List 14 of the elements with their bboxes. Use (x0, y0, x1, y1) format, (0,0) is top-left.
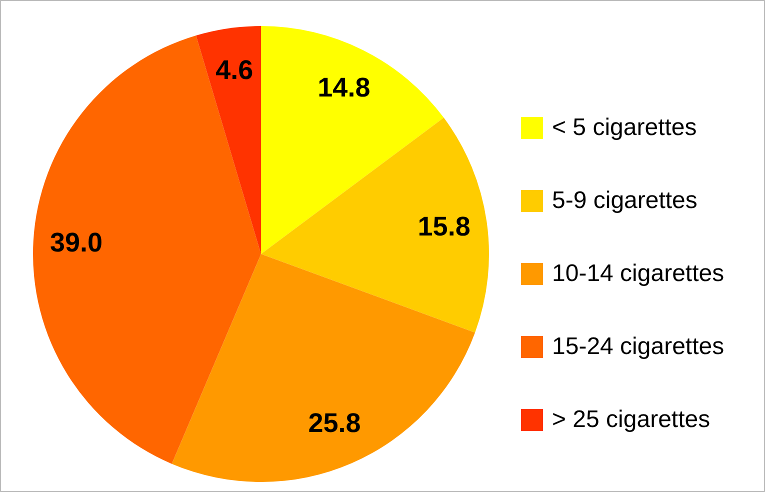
pie-slice (196, 26, 261, 254)
data-label: 39.0 (50, 228, 103, 258)
legend-label: < 5 cigarettes (552, 114, 697, 141)
data-label: 25.8 (308, 408, 361, 438)
data-label: 14.8 (318, 72, 370, 103)
pie-slice (261, 118, 489, 333)
legend-label: 10-14 cigarettes (552, 260, 724, 287)
data-label: 15.8 (418, 211, 470, 242)
pie-slice (172, 254, 476, 482)
pie-slice (33, 35, 261, 464)
legend-label: 5-9 cigarettes (552, 187, 698, 214)
legend-label: 15-24 cigarettes (552, 333, 724, 360)
legend-label: > 25 cigarettes (552, 406, 710, 433)
data-label: 4.6 (216, 54, 254, 85)
